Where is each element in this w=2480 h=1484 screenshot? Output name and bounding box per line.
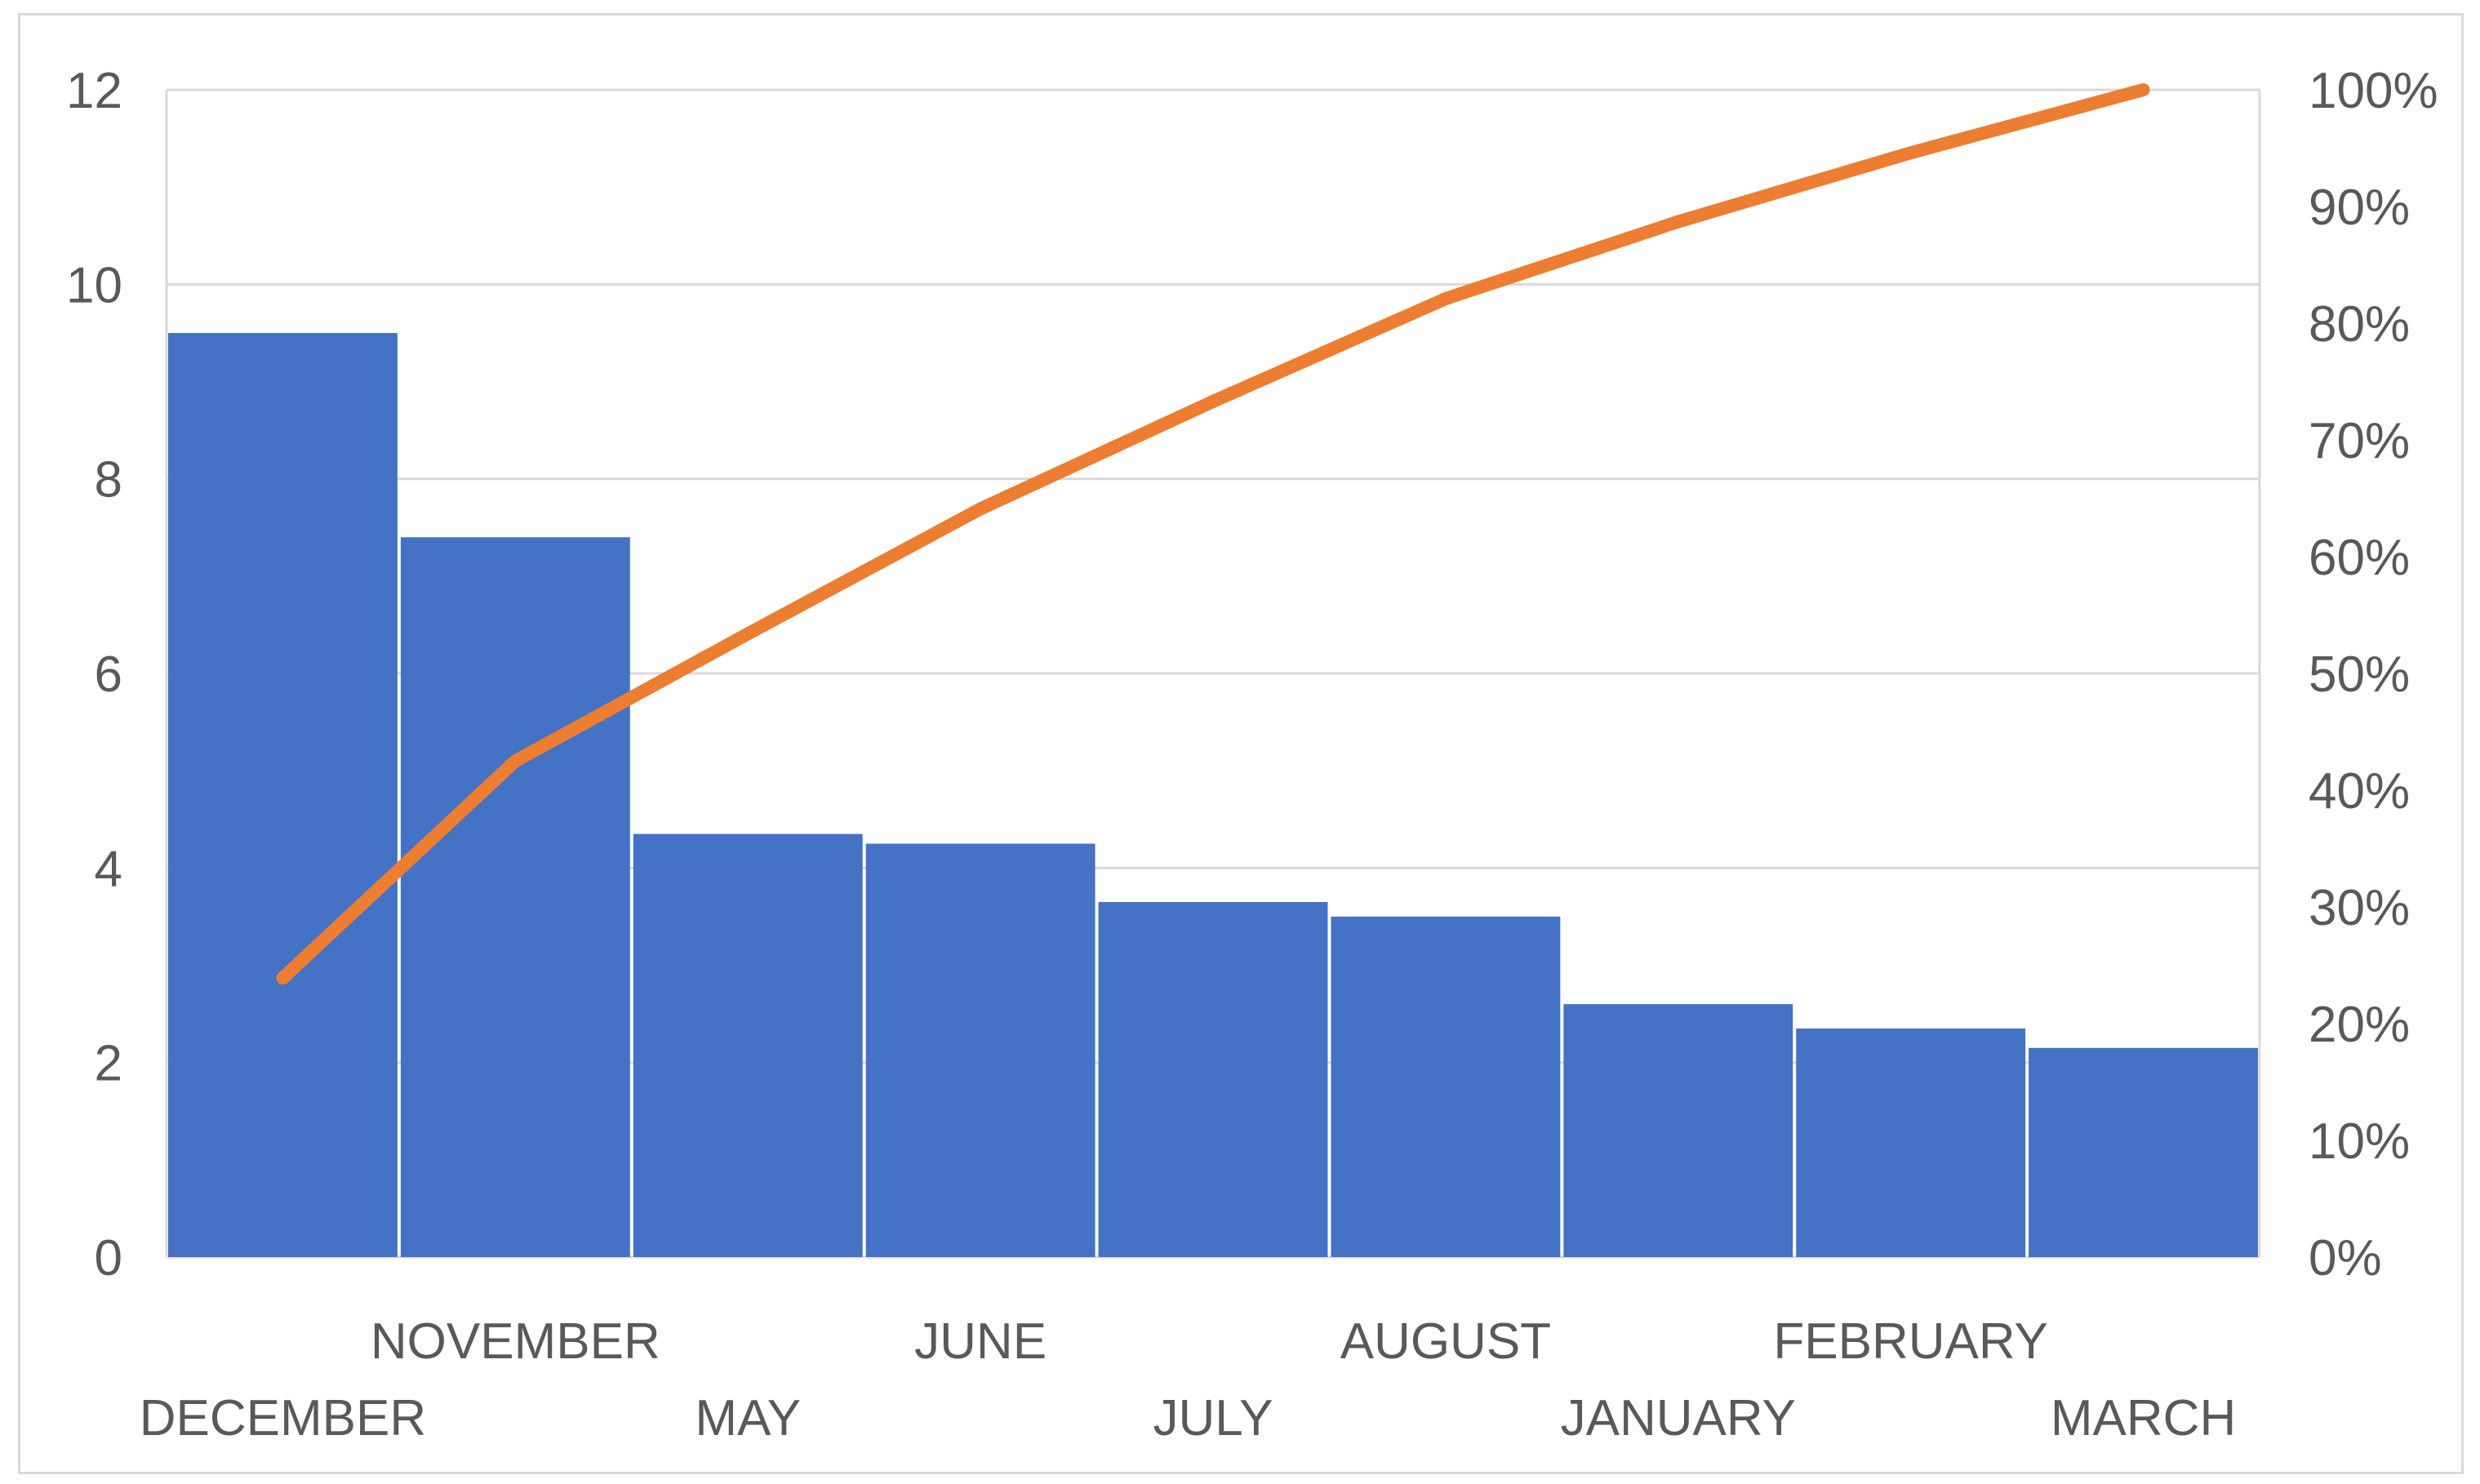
bar-november (400, 537, 630, 1257)
bar-may (633, 833, 863, 1257)
left-tick-label: 12 (66, 63, 122, 119)
right-tick-label: 50% (2309, 646, 2410, 703)
line-point-may (747, 633, 749, 635)
x-tick-label-august: AUGUST (1340, 1313, 1551, 1370)
x-tick-label-may: MAY (695, 1390, 801, 1446)
bar-august (1331, 916, 1561, 1257)
right-tick-label: 10% (2309, 1113, 2410, 1170)
line-point-august (1444, 297, 1447, 300)
x-tick-label-march: MARCH (2051, 1390, 2236, 1446)
right-tick-label: 20% (2309, 997, 2410, 1053)
bar-february (1796, 1028, 2026, 1257)
bar-march (2029, 1047, 2258, 1257)
right-tick-label: 40% (2309, 763, 2410, 820)
right-tick-label: 70% (2309, 413, 2410, 469)
line-point-february (1909, 152, 1912, 154)
bar-december (168, 332, 398, 1258)
right-tick-label: 30% (2309, 880, 2410, 936)
line-point-january (1677, 220, 1679, 223)
x-tick-label-january: JANUARY (1561, 1390, 1796, 1446)
left-axis: 0 2 4 6 8 10 12 (66, 63, 122, 1286)
left-tick-label: 6 (95, 646, 122, 703)
line-point-december (282, 977, 284, 980)
x-tick-label-july: JULY (1153, 1390, 1273, 1446)
x-tick-label-december: DECEMBER (140, 1390, 426, 1446)
left-tick-label: 4 (95, 841, 122, 897)
bar-series (168, 332, 2258, 1258)
bar-june (865, 843, 1096, 1257)
right-tick-label: 0% (2309, 1230, 2382, 1286)
x-tick-label-november: NOVEMBER (371, 1313, 660, 1370)
line-point-june (980, 508, 982, 510)
right-tick-label: 80% (2309, 296, 2410, 353)
line-point-july (1212, 400, 1214, 402)
right-tick-label: 60% (2309, 530, 2410, 586)
x-tick-label-february: FEBRUARY (1773, 1313, 2048, 1370)
right-tick-label: 90% (2309, 180, 2410, 236)
x-tick-label-june: JUNE (914, 1313, 1047, 1370)
bar-july (1098, 902, 1328, 1257)
line-point-november (514, 760, 517, 762)
bar-january (1563, 1004, 1793, 1257)
line-point-march (2142, 89, 2144, 91)
right-axis: 0% 10% 20% 30% 40% 50% 60% 70% 80% 90% 100% (2309, 63, 2438, 1286)
left-tick-label: 10 (66, 257, 122, 313)
right-tick-label: 100% (2309, 63, 2438, 119)
cumulative-line-series (276, 83, 2150, 985)
left-tick-label: 8 (95, 452, 122, 509)
x-axis: DECEMBER NOVEMBER MAY JUNE JULY AUGUSTJANUARY… (140, 1313, 2236, 1446)
left-tick-label: 2 (95, 1036, 122, 1092)
left-tick-label: 0 (95, 1230, 122, 1286)
